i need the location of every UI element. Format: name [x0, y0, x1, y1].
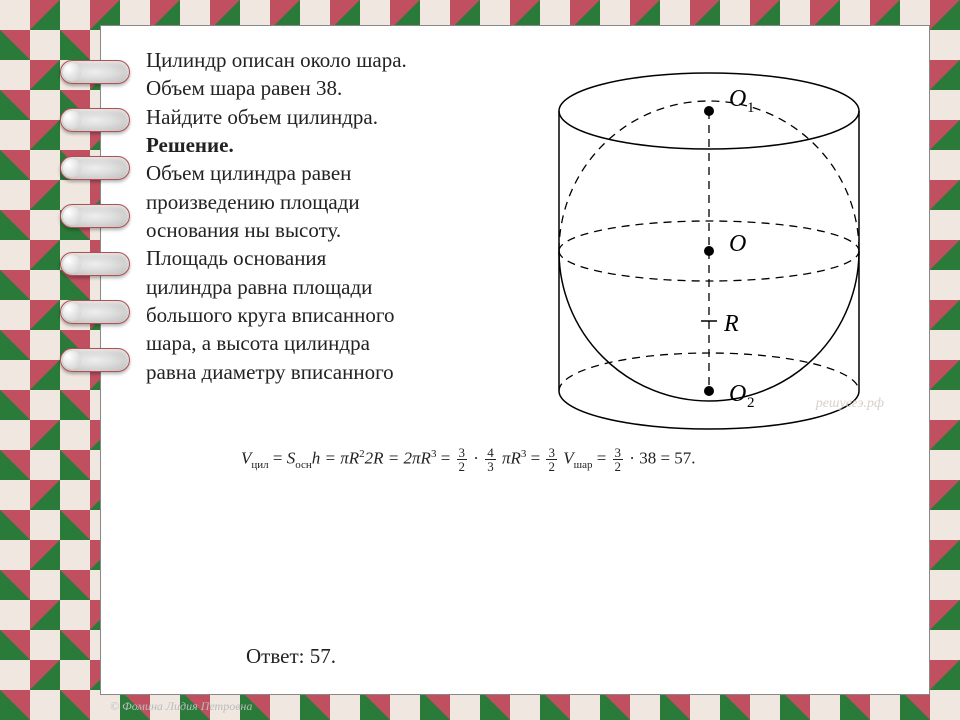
svg-text:R: R: [723, 311, 739, 337]
problem-text: Цилиндр описан около шара. Объем шара ра…: [146, 46, 516, 386]
copyright: © Фомина Лидия Петровна: [110, 699, 252, 714]
watermark: решуегэ.рф: [816, 396, 884, 412]
vcyl: V: [241, 448, 251, 467]
cube1: 3: [431, 448, 437, 460]
content-card: Цилиндр описан около шара. Объем шара ра…: [100, 25, 930, 695]
svg-text:2: 2: [747, 395, 755, 411]
frac-32b: 32: [546, 446, 557, 473]
cylinder-sphere-diagram: O 1 O R O 2: [529, 56, 889, 436]
bullet-marker: [60, 252, 130, 276]
eq3: =: [531, 448, 545, 467]
solution-line: равна диаметру вписанного: [146, 358, 516, 386]
problem-line: Цилиндр описан около шара.: [146, 46, 516, 74]
eq: =: [273, 448, 287, 467]
final: · 38 = 57.: [629, 448, 695, 467]
bullet-marker: [60, 156, 130, 180]
dot1: ·: [473, 448, 483, 467]
bullet-rail: [60, 60, 130, 372]
sbase: S: [287, 448, 296, 467]
solution-line: цилиндра равна площади: [146, 273, 516, 301]
solution-line: Площадь основания: [146, 244, 516, 272]
solution-line: Объем цилиндра равен: [146, 159, 516, 187]
sub-cyl: цил: [251, 459, 268, 471]
solution-line: произведению площади: [146, 188, 516, 216]
answer: Ответ: 57.: [246, 644, 336, 669]
svg-text:O: O: [729, 86, 746, 112]
vsphere: V: [563, 448, 573, 467]
bullet-marker: [60, 348, 130, 372]
problem-line: Объем шара равен 38.: [146, 74, 516, 102]
solution-line: шара, а высота цилиндра: [146, 329, 516, 357]
svg-text:O: O: [729, 381, 746, 407]
twoR: 2R = 2πR: [365, 448, 431, 467]
svg-text:1: 1: [747, 100, 755, 116]
frac-32a: 32: [457, 446, 468, 473]
solution-line: основания ны высоту.: [146, 216, 516, 244]
frac-32c: 32: [613, 446, 624, 473]
cube2: 3: [521, 448, 527, 460]
eq2: =: [441, 448, 455, 467]
solution-label: Решение.: [146, 131, 516, 159]
piR3: πR: [502, 448, 521, 467]
volume-formula: Vцил = Sоснh = πR22R = 2πR3 = 32 · 43 πR…: [241, 446, 696, 473]
solution-line: большого круга вписанного: [146, 301, 516, 329]
sub-base: осн: [295, 459, 312, 471]
bullet-marker: [60, 108, 130, 132]
bullet-marker: [60, 300, 130, 324]
frac-43: 43: [485, 446, 496, 473]
problem-line: Найдите объем цилиндра.: [146, 103, 516, 131]
sub-sphere: шар: [574, 459, 593, 471]
svg-text:O: O: [729, 231, 746, 257]
eq4: =: [597, 448, 611, 467]
h: h = πR: [312, 448, 359, 467]
bullet-marker: [60, 204, 130, 228]
bullet-marker: [60, 60, 130, 84]
